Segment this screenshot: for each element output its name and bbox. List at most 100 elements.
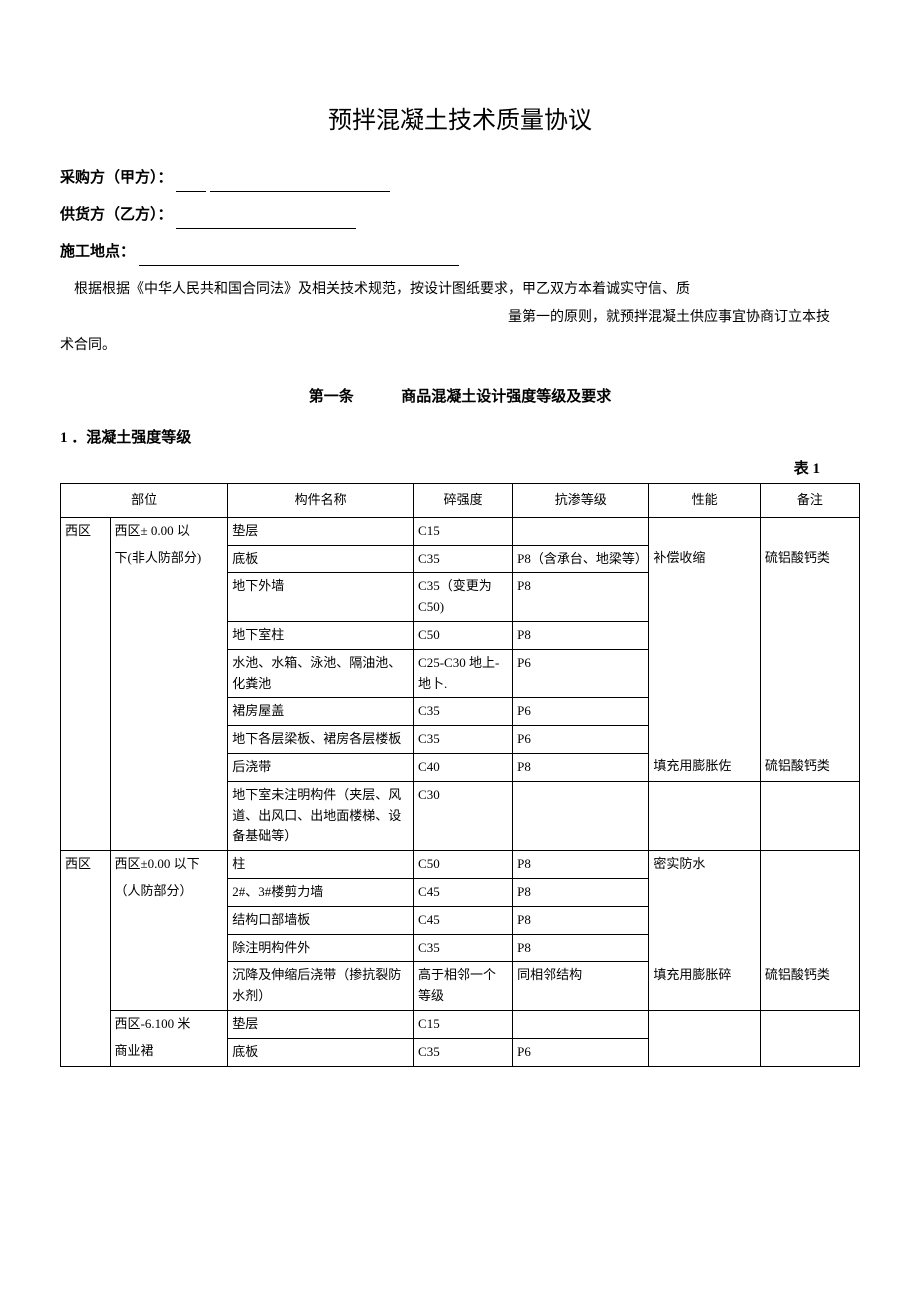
cell-perm: P8 bbox=[513, 851, 649, 879]
cell-perm: 同相邻结构 bbox=[513, 962, 649, 1011]
intro-line2: 量第一的原则，就预拌混凝土供应事宜协商订立本技 bbox=[60, 304, 860, 332]
cell-sub bbox=[110, 934, 228, 962]
cell-note bbox=[760, 934, 859, 962]
cell-area bbox=[61, 1010, 111, 1038]
cell-sub: 西区± 0.00 以 bbox=[110, 517, 228, 545]
page-title: 预拌混凝土技术质量协议 bbox=[60, 100, 860, 135]
cell-perm: P6 bbox=[513, 698, 649, 726]
cell-area bbox=[61, 934, 111, 962]
table-row: 后浇带 C40 P8 填充用膨胀佐 硫铝酸钙类 bbox=[61, 753, 860, 781]
cell-perm: P8 bbox=[513, 753, 649, 781]
cell-perm bbox=[513, 517, 649, 545]
location-line: 施工地点： bbox=[60, 239, 860, 266]
cell-perf bbox=[649, 1010, 760, 1038]
cell-area bbox=[61, 573, 111, 622]
table-row: 下(非人防部分) 底板 C35 P8（含承台、地梁等） 补偿收缩 硫铝酸钙类 bbox=[61, 545, 860, 573]
cell-strength: C50 bbox=[414, 851, 513, 879]
cell-perf: 填充用膨胀碎 bbox=[649, 962, 760, 1011]
table-row: 裙房屋盖 C35 P6 bbox=[61, 698, 860, 726]
cell-note bbox=[760, 851, 859, 879]
buyer-label: 采购方（甲方）： bbox=[60, 170, 173, 186]
table-row: 地下各层梁板、裙房各层楼板 C35 P6 bbox=[61, 726, 860, 754]
th-permeability: 抗渗等级 bbox=[513, 484, 649, 518]
location-label: 施工地点： bbox=[60, 244, 135, 260]
cell-perm: P8 bbox=[513, 621, 649, 649]
buyer-blank1 bbox=[176, 174, 206, 192]
cell-component: 垫层 bbox=[228, 517, 414, 545]
th-performance: 性能 bbox=[649, 484, 760, 518]
cell-area bbox=[61, 878, 111, 906]
cell-note bbox=[760, 1010, 859, 1038]
cell-sub bbox=[110, 649, 228, 698]
table-row: 地下外墙 C35（变更为 C50) P8 bbox=[61, 573, 860, 622]
cell-perm: P8 bbox=[513, 934, 649, 962]
th-component: 构件名称 bbox=[228, 484, 414, 518]
cell-perm: P6 bbox=[513, 649, 649, 698]
table-row: 地下室柱 C50 P8 bbox=[61, 621, 860, 649]
article-title: 第一条 商品混凝土设计强度等级及要求 bbox=[60, 385, 860, 406]
cell-perm bbox=[513, 1010, 649, 1038]
cell-component: 2#、3#楼剪力墙 bbox=[228, 878, 414, 906]
cell-perf bbox=[649, 781, 760, 850]
table-row: 西区 西区± 0.00 以 垫层 C15 bbox=[61, 517, 860, 545]
cell-perf bbox=[649, 573, 760, 622]
strength-table: 部位 构件名称 碎强度 抗渗等级 性能 备注 西区 西区± 0.00 以 垫层 … bbox=[60, 483, 860, 1067]
th-note: 备注 bbox=[760, 484, 859, 518]
cell-note: 硫铝酸钙类 bbox=[760, 962, 859, 1011]
cell-perf bbox=[649, 649, 760, 698]
table-row: 地下室未注明构件（夹层、风道、出风口、出地面楼梯、设备基础等） C30 bbox=[61, 781, 860, 850]
buyer-blank2 bbox=[210, 174, 390, 192]
cell-area bbox=[61, 753, 111, 781]
table-row: 沉降及伸缩后浇带（掺抗裂防水剂） 高于相邻一个等级 同相邻结构 填充用膨胀碎 硫… bbox=[61, 962, 860, 1011]
cell-strength: C45 bbox=[414, 906, 513, 934]
cell-sub bbox=[110, 906, 228, 934]
cell-component: 裙房屋盖 bbox=[228, 698, 414, 726]
cell-strength: C35 bbox=[414, 726, 513, 754]
cell-area bbox=[61, 1038, 111, 1066]
cell-sub bbox=[110, 698, 228, 726]
cell-component: 垫层 bbox=[228, 1010, 414, 1038]
cell-perf bbox=[649, 906, 760, 934]
cell-area bbox=[61, 545, 111, 573]
cell-area bbox=[61, 649, 111, 698]
cell-strength: C15 bbox=[414, 1010, 513, 1038]
cell-area bbox=[61, 906, 111, 934]
cell-note: 硫铝酸钙类 bbox=[760, 545, 859, 573]
cell-strength: C25-C30 地上-地卜. bbox=[414, 649, 513, 698]
cell-perf bbox=[649, 621, 760, 649]
cell-strength: C35 bbox=[414, 934, 513, 962]
cell-strength: C35 bbox=[414, 698, 513, 726]
supplier-blank bbox=[176, 211, 356, 229]
cell-perm: P8 bbox=[513, 573, 649, 622]
cell-area bbox=[61, 781, 111, 850]
cell-strength: C35 bbox=[414, 545, 513, 573]
cell-sub bbox=[110, 962, 228, 1011]
cell-strength: C45 bbox=[414, 878, 513, 906]
buyer-line: 采购方（甲方）： bbox=[60, 165, 860, 192]
cell-component: 地下外墙 bbox=[228, 573, 414, 622]
article-text: 商品混凝土设计强度等级及要求 bbox=[401, 389, 611, 405]
cell-note bbox=[760, 781, 859, 850]
cell-perf: 填充用膨胀佐 bbox=[649, 753, 760, 781]
intro-line3: 术合同。 bbox=[60, 332, 860, 360]
cell-strength: C35 bbox=[414, 1038, 513, 1066]
cell-area: 西区 bbox=[61, 517, 111, 545]
article-prefix: 第一条 bbox=[309, 389, 354, 405]
cell-note bbox=[760, 649, 859, 698]
cell-note: 硫铝酸钙类 bbox=[760, 753, 859, 781]
cell-perf bbox=[649, 934, 760, 962]
cell-perm bbox=[513, 781, 649, 850]
cell-sub bbox=[110, 753, 228, 781]
th-position: 部位 bbox=[61, 484, 228, 518]
cell-perf: 补偿收缩 bbox=[649, 545, 760, 573]
cell-area bbox=[61, 698, 111, 726]
cell-perf bbox=[649, 1038, 760, 1066]
cell-sub bbox=[110, 573, 228, 622]
cell-area bbox=[61, 962, 111, 1011]
cell-strength: C30 bbox=[414, 781, 513, 850]
cell-sub bbox=[110, 726, 228, 754]
table-row: 商业裙 底板 C35 P6 bbox=[61, 1038, 860, 1066]
table-row: 除注明构件外 C35 P8 bbox=[61, 934, 860, 962]
supplier-label: 供货方（乙方）： bbox=[60, 207, 173, 223]
cell-strength: C40 bbox=[414, 753, 513, 781]
